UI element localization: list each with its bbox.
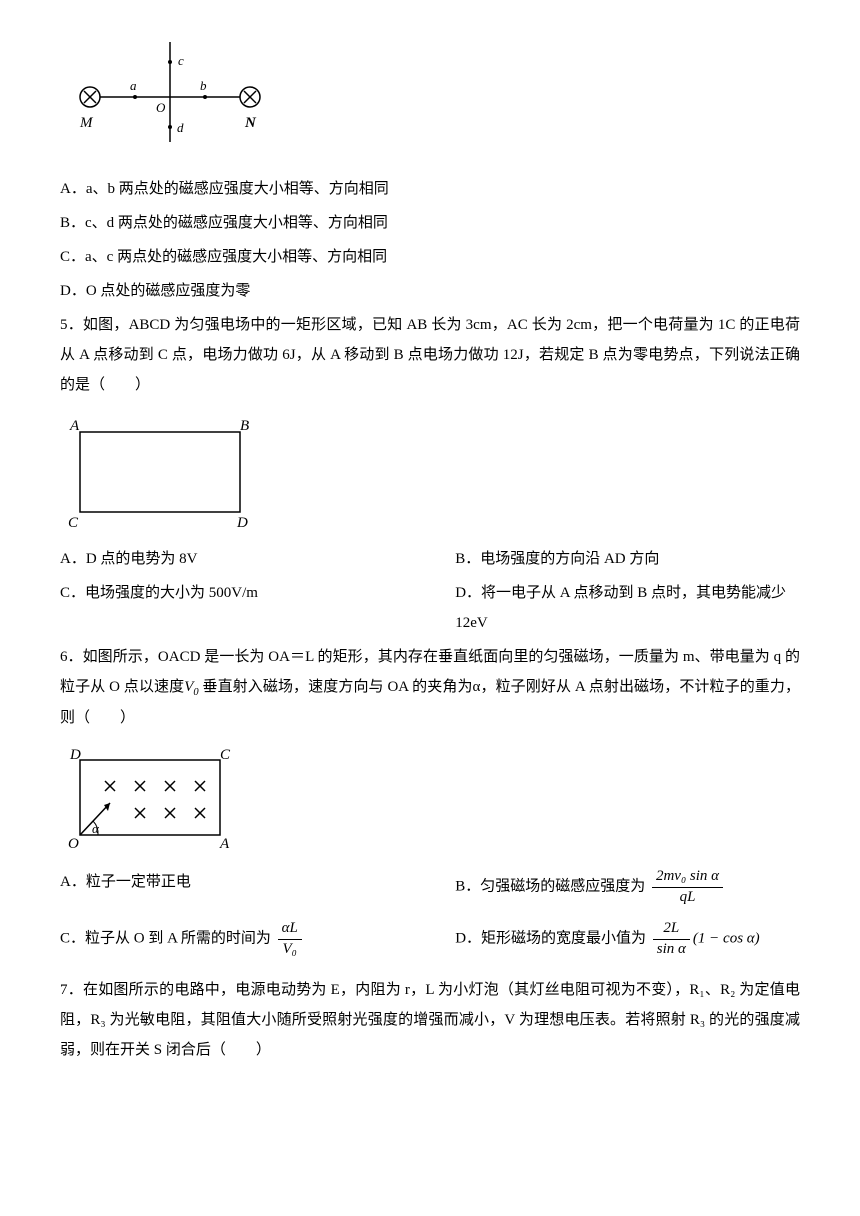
q6-option-a: A．粒子一定带正电 bbox=[60, 867, 415, 907]
q6-text: 6．如图所示，OACD 是一长为 OA＝L 的矩形，其内存在垂直纸面向里的匀强磁… bbox=[60, 642, 800, 733]
svg-text:A: A bbox=[69, 418, 80, 434]
q4-option-d: D．O 点处的磁感应强度为零 bbox=[60, 276, 800, 306]
q6-option-b: B．匀强磁场的磁感应强度为 2mv₀ sin α qL bbox=[455, 867, 810, 907]
q5-option-c: C．电场强度的大小为 500V/m bbox=[60, 578, 415, 638]
q5-option-b: B．电场强度的方向沿 AD 方向 bbox=[455, 544, 810, 574]
svg-text:D: D bbox=[236, 515, 248, 531]
svg-text:α: α bbox=[92, 821, 100, 836]
q6-option-d: D．矩形磁场的宽度最小值为 2L sin α (1 − cos α) bbox=[455, 919, 810, 959]
q5-text: 5．如图，ABCD 为匀强电场中的一矩形区域，已知 AB 长为 3cm，AC 长… bbox=[60, 310, 800, 400]
svg-text:N: N bbox=[244, 115, 257, 131]
q5-option-d: D．将一电子从 A 点移动到 B 点时，其电势能减少 12eV bbox=[455, 578, 810, 638]
figure-q5: A B C D bbox=[60, 412, 800, 532]
figure-q6: D C O A α bbox=[60, 745, 800, 855]
svg-text:A: A bbox=[219, 836, 230, 852]
figure-q4: M N a b c d O bbox=[60, 32, 800, 162]
q4-option-b: B．c、d 两点处的磁感应强度大小相等、方向相同 bbox=[60, 208, 800, 238]
q4-option-a: A．a、b 两点处的磁感应强度大小相等、方向相同 bbox=[60, 174, 800, 204]
svg-text:O: O bbox=[68, 836, 79, 852]
svg-text:C: C bbox=[220, 747, 231, 763]
svg-text:D: D bbox=[69, 747, 81, 763]
svg-text:C: C bbox=[68, 515, 79, 531]
svg-text:O: O bbox=[156, 100, 166, 115]
svg-text:M: M bbox=[79, 115, 94, 131]
svg-text:a: a bbox=[130, 78, 137, 93]
q5-option-a: A．D 点的电势为 8V bbox=[60, 544, 415, 574]
svg-text:d: d bbox=[177, 120, 184, 135]
q4-option-c: C．a、c 两点处的磁感应强度大小相等、方向相同 bbox=[60, 242, 800, 272]
svg-text:B: B bbox=[240, 418, 249, 434]
svg-text:b: b bbox=[200, 78, 207, 93]
q7-text: 7．在如图所示的电路中，电源电动势为 E，内阻为 r，L 为小灯泡（其灯丝电阻可… bbox=[60, 975, 800, 1065]
q6-option-c: C．粒子从 O 到 A 所需的时间为 αL V₀ bbox=[60, 919, 415, 959]
svg-text:c: c bbox=[178, 53, 184, 68]
